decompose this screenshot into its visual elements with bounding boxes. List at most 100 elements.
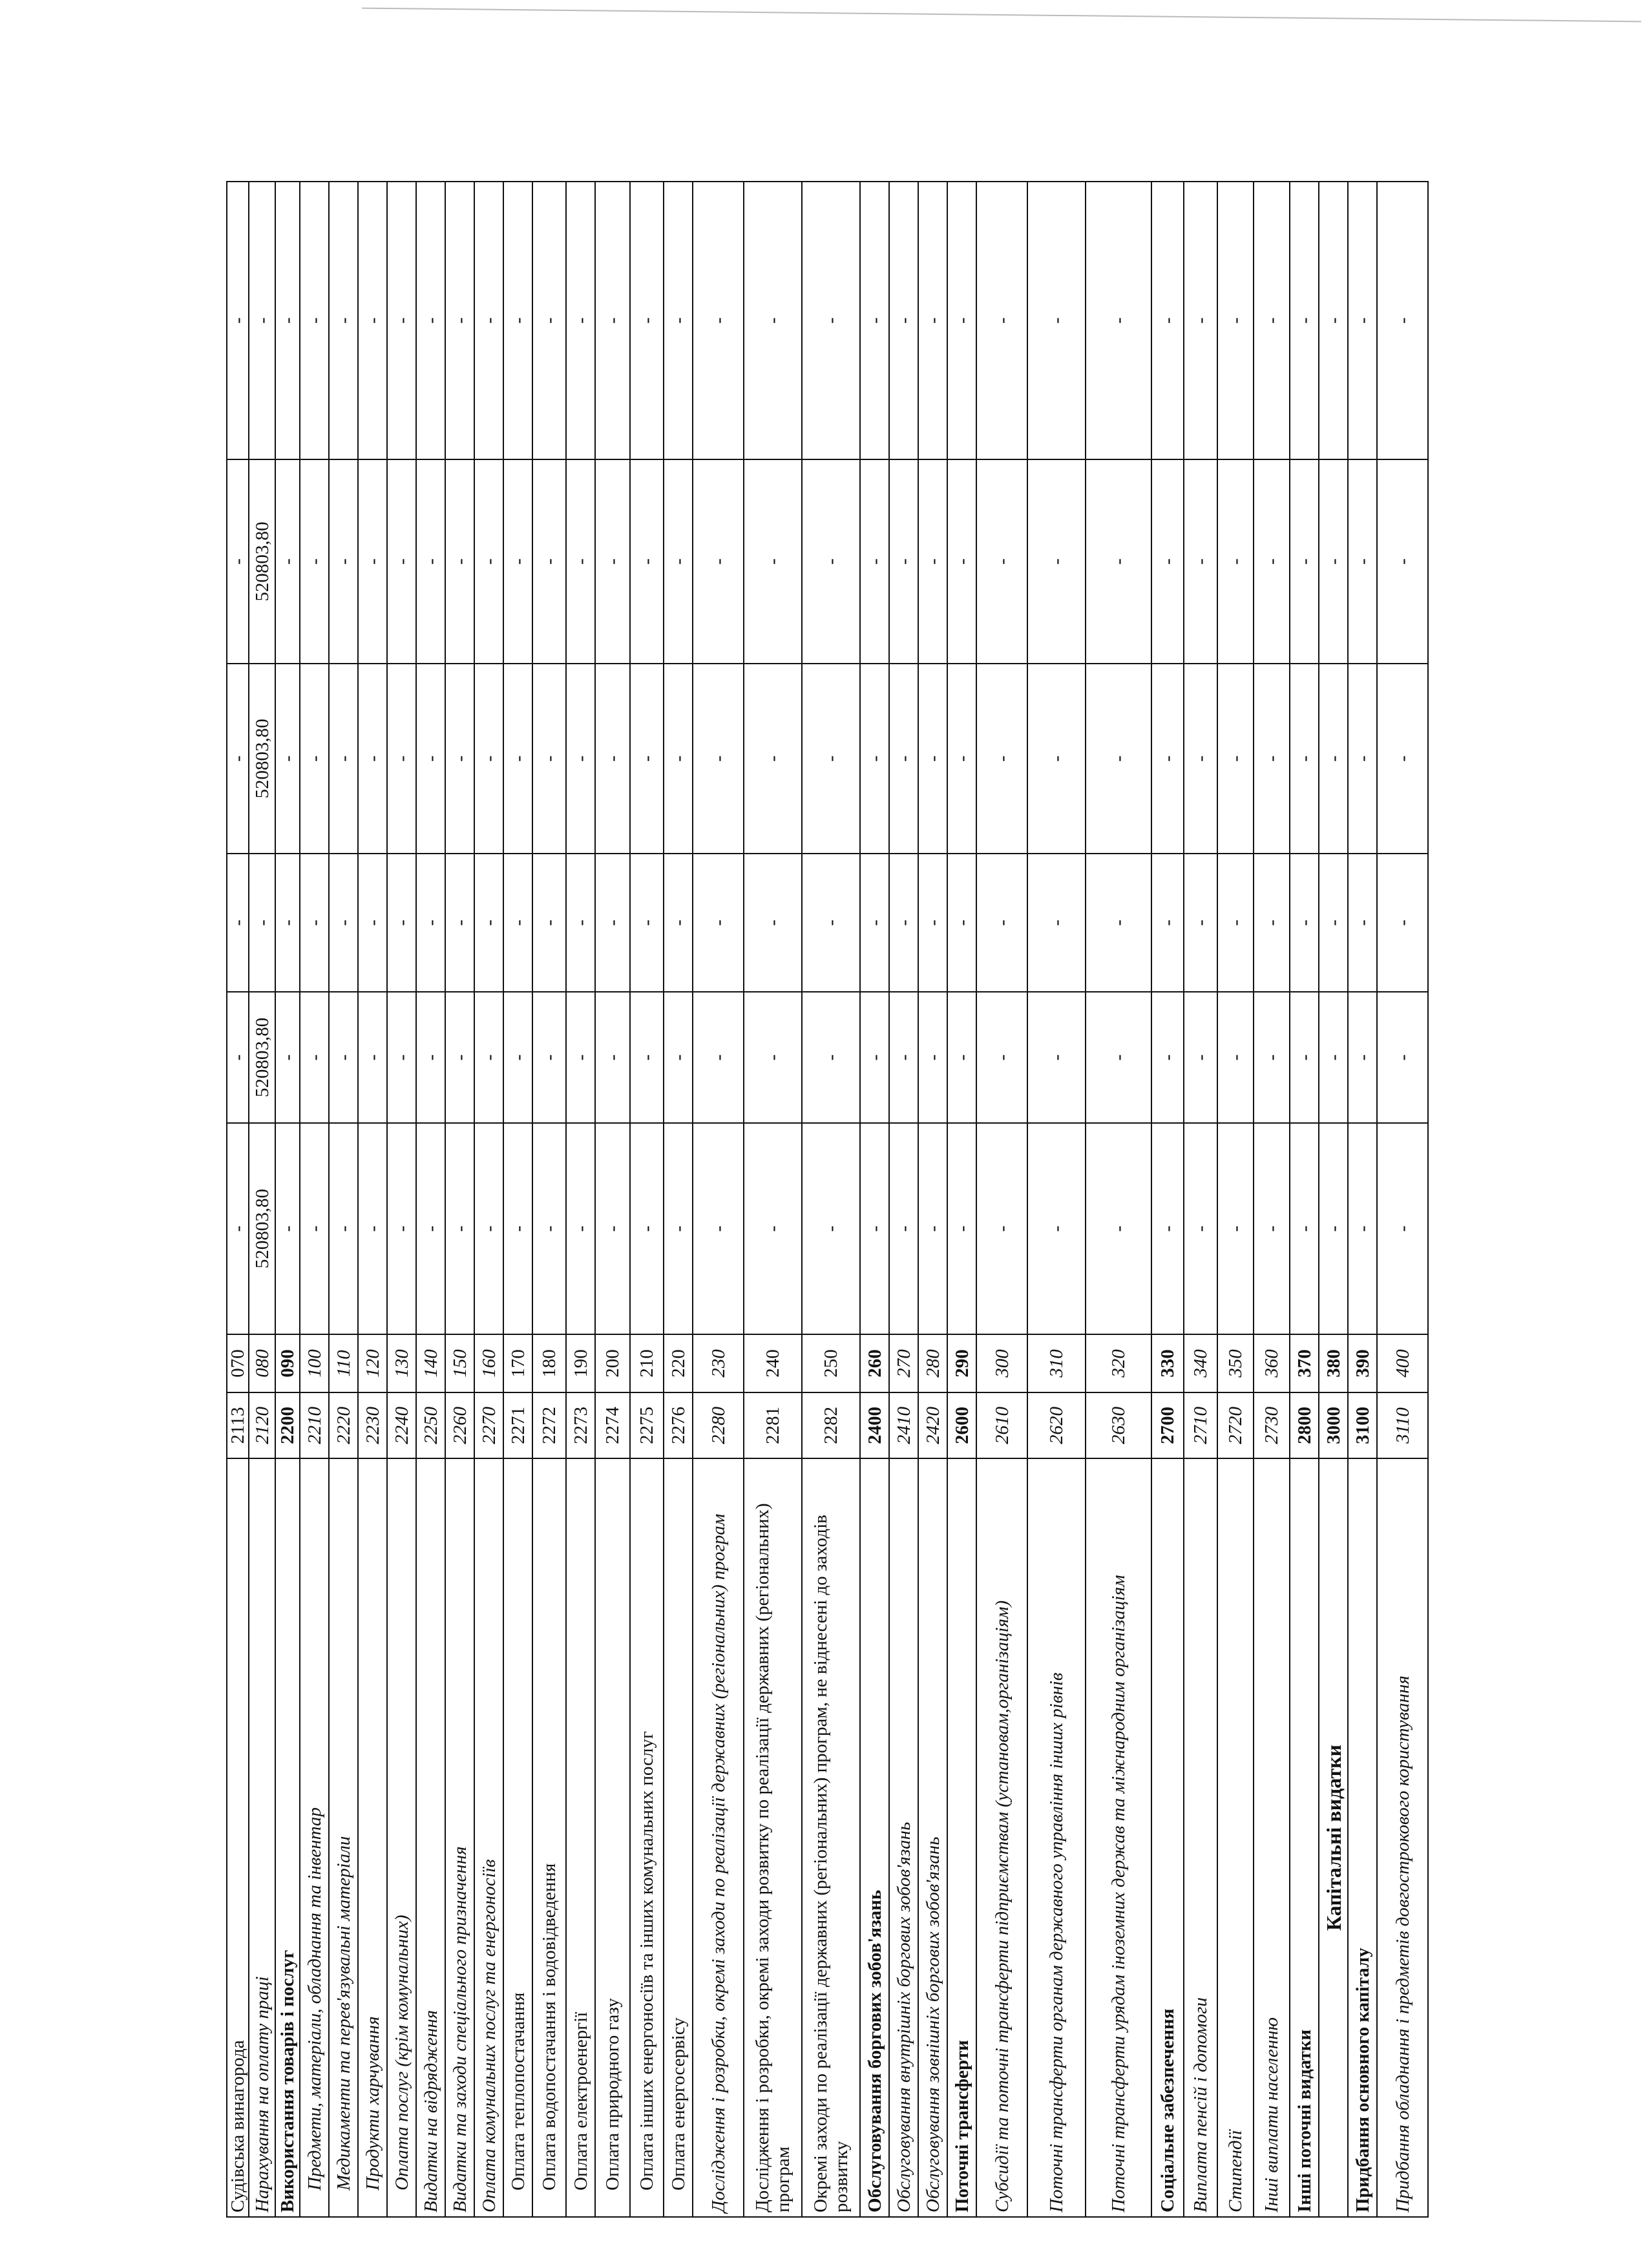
line-code: 100 (300, 1334, 329, 1392)
amount-cell: - (976, 1123, 1027, 1334)
table-row: Окремі заходи по реалізації державних (р… (802, 182, 860, 2217)
amount-cell: - (503, 854, 532, 992)
amount-cell: - (1319, 992, 1348, 1123)
amount-cell: - (275, 1123, 300, 1334)
item-name: Обслуговування зовнішніх боргових зобов'… (918, 1458, 947, 2217)
amount-cell: - (1254, 992, 1290, 1123)
scan-edge (362, 7, 1641, 23)
economic-code: 2271 (503, 1392, 532, 1458)
line-code: 370 (1290, 1334, 1319, 1392)
amount-cell: - (595, 1123, 630, 1334)
amount-cell: - (802, 182, 860, 459)
item-name: Придбання основного капіталу (1348, 1458, 1377, 2217)
economic-code: 2120 (249, 1392, 275, 1458)
amount-cell: - (1290, 854, 1319, 992)
amount-cell: - (595, 182, 630, 459)
economic-code: 2280 (693, 1392, 744, 1458)
amount-cell: - (532, 182, 566, 459)
amount-cell: - (566, 1123, 595, 1334)
amount-cell: - (918, 664, 947, 854)
amount-cell: - (1319, 459, 1348, 664)
amount-cell: - (889, 992, 918, 1123)
table-row: Стипендії 2720 350- - - - - - (1217, 182, 1254, 2217)
economic-code: 2260 (445, 1392, 474, 1458)
line-code: 280 (918, 1334, 947, 1392)
amount-cell: - (976, 664, 1027, 854)
amount-cell: - (918, 459, 947, 664)
amount-cell: - (1217, 1123, 1254, 1334)
amount-cell: - (630, 182, 664, 459)
amount-cell: - (1184, 182, 1217, 459)
economic-code: 2620 (1027, 1392, 1086, 1458)
line-code: 390 (1348, 1334, 1377, 1392)
line-code: 320 (1086, 1334, 1151, 1392)
line-code: 360 (1254, 1334, 1290, 1392)
amount-cell: - (1086, 854, 1151, 992)
item-name: Оплата комунальних послуг та енергоносії… (474, 1458, 503, 2217)
amount-cell: - (1377, 459, 1428, 664)
rotated-table: Судівська винагорода 2113 070- - - - - - Нарахув… (226, 182, 1432, 2218)
item-name: Дослідження і розробки, окремі заходи по… (693, 1458, 744, 2217)
amount-cell: - (474, 459, 503, 664)
amount-cell: - (300, 1123, 329, 1334)
table-row: Придбання основного капіталу 3100 390- - - - -… (1348, 182, 1377, 2217)
table-row: Поточні трансферти органам державного уп… (1027, 182, 1086, 2217)
amount-cell: - (1086, 664, 1151, 854)
item-name: Продукти харчування (358, 1458, 387, 2217)
amount-cell: - (387, 1123, 416, 1334)
table-row: Дослідження і розробки, окремі заходи по… (693, 182, 744, 2217)
amount-cell: - (445, 992, 474, 1123)
amount-cell: - (1377, 182, 1428, 459)
amount-cell: - (227, 182, 249, 459)
item-name: Нарахування на оплату праці (249, 1458, 275, 2217)
amount-cell: - (976, 459, 1027, 664)
amount-cell: - (1319, 1123, 1348, 1334)
amount-cell: - (474, 664, 503, 854)
table-row: Поточні трансферти урядам іноземних держ… (1086, 182, 1151, 2217)
item-name: Судівська винагорода (227, 1458, 249, 2217)
amount-cell: - (744, 854, 802, 992)
amount-cell: - (532, 992, 566, 1123)
amount-cell: - (595, 854, 630, 992)
line-code: 140 (416, 1334, 445, 1392)
amount-cell: - (532, 854, 566, 992)
amount-cell: - (1217, 992, 1254, 1123)
table-row: Оплата послуг (крім комунальних) 2240 130-… (387, 182, 416, 2217)
item-name: Соціальне забезпечення (1151, 1458, 1184, 2217)
amount-cell: - (595, 992, 630, 1123)
amount-cell: - (329, 854, 358, 992)
amount-cell: - (664, 854, 693, 992)
amount-cell: - (1086, 182, 1151, 459)
line-code: 240 (744, 1334, 802, 1392)
amount-cell: 520803,80 (249, 459, 275, 664)
economic-code: 2730 (1254, 1392, 1290, 1458)
line-code: 070 (227, 1334, 249, 1392)
amount-cell: - (1319, 664, 1348, 854)
economic-code: 2270 (474, 1392, 503, 1458)
economic-code: 2274 (595, 1392, 630, 1458)
amount-cell: - (1184, 1123, 1217, 1334)
amount-cell: - (889, 854, 918, 992)
table-row: Виплата пенсій і допомоги 2710 340- - - - - - (1184, 182, 1217, 2217)
amount-cell: - (1151, 459, 1184, 664)
amount-cell: - (1348, 664, 1377, 854)
amount-cell: - (387, 854, 416, 992)
economic-code: 2600 (947, 1392, 976, 1458)
economic-code: 2113 (227, 1392, 249, 1458)
amount-cell: - (1290, 992, 1319, 1123)
item-name: Оплата інших енергоносіїв та інших комун… (630, 1458, 664, 2217)
table-row: Нарахування на оплату праці 2120 080 520803… (249, 182, 275, 2217)
amount-cell: - (1377, 664, 1428, 854)
amount-cell: - (227, 992, 249, 1123)
amount-cell: - (1319, 854, 1348, 992)
amount-cell: - (664, 664, 693, 854)
line-code: 220 (664, 1334, 693, 1392)
table-row: Медикаменти та перев'язувальні матеріали… (329, 182, 358, 2217)
amount-cell: - (445, 664, 474, 854)
amount-cell: - (860, 1123, 889, 1334)
amount-cell: - (503, 1123, 532, 1334)
amount-cell: - (1086, 1123, 1151, 1334)
amount-cell: - (693, 182, 744, 459)
item-name: Медикаменти та перев'язувальні матеріали (329, 1458, 358, 2217)
amount-cell: - (693, 664, 744, 854)
